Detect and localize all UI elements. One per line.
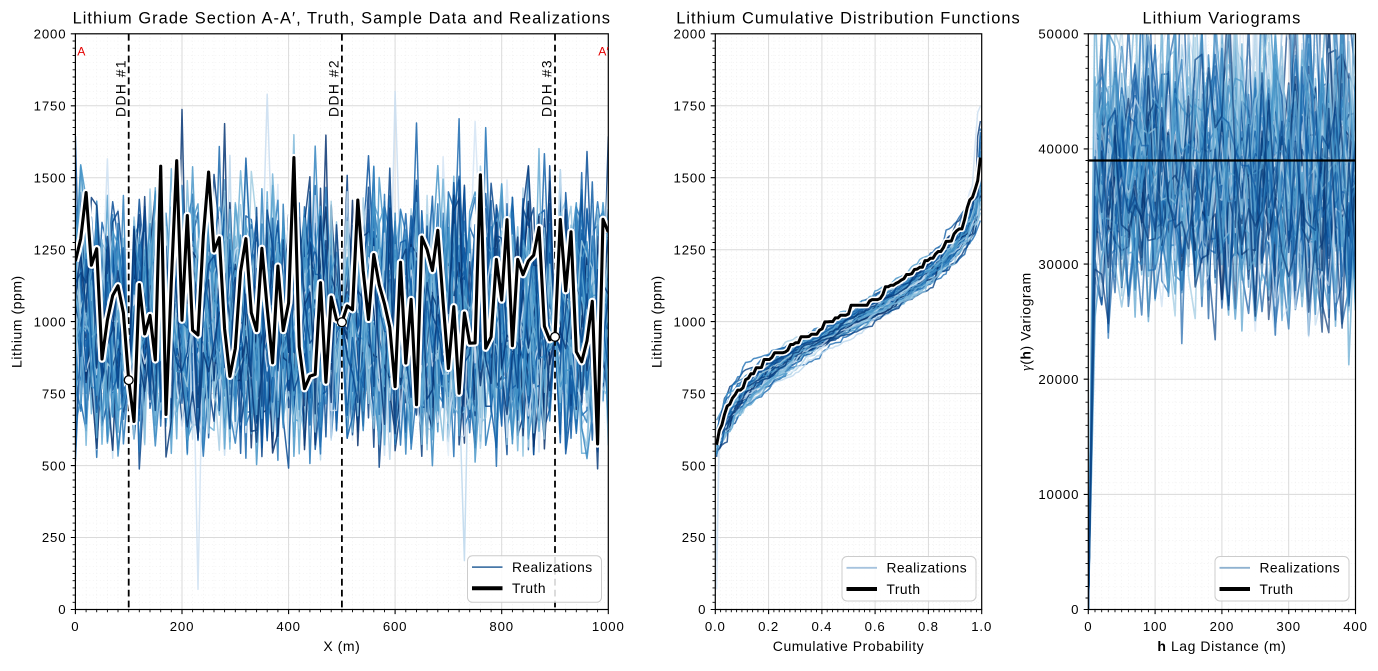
- svg-text:600: 600: [383, 619, 408, 634]
- svg-text:250: 250: [682, 530, 707, 545]
- svg-text:DDH #1: DDH #1: [113, 59, 128, 117]
- svg-text:10000: 10000: [1038, 487, 1079, 502]
- svg-text:200: 200: [1210, 619, 1235, 634]
- svg-text:Lithium Cumulative Distributio: Lithium Cumulative Distribution Function…: [676, 10, 1021, 28]
- svg-text:γ(h) Variogram: γ(h) Variogram: [1017, 272, 1034, 371]
- svg-text:500: 500: [42, 458, 67, 473]
- svg-text:2000: 2000: [674, 27, 707, 42]
- svg-text:DDH #2: DDH #2: [327, 59, 342, 117]
- svg-text:40000: 40000: [1038, 142, 1079, 157]
- svg-text:500: 500: [682, 458, 707, 473]
- svg-text:1500: 1500: [34, 170, 67, 185]
- svg-text:Lithium Grade Section A-A′, Tr: Lithium Grade Section A-A′, Truth, Sampl…: [73, 10, 611, 28]
- svg-text:Truth: Truth: [887, 582, 921, 597]
- svg-text:Cumulative Probability: Cumulative Probability: [773, 638, 924, 654]
- svg-text:0.0: 0.0: [705, 619, 726, 634]
- svg-text:750: 750: [682, 386, 707, 401]
- svg-text:Truth: Truth: [1260, 582, 1294, 597]
- svg-text:0.2: 0.2: [758, 619, 779, 634]
- svg-text:750: 750: [42, 386, 67, 401]
- svg-text:0: 0: [71, 619, 79, 634]
- svg-text:0: 0: [698, 602, 706, 617]
- svg-text:0.4: 0.4: [811, 619, 832, 634]
- svg-text:50000: 50000: [1038, 27, 1079, 42]
- svg-text:1750: 1750: [34, 99, 67, 114]
- svg-text:800: 800: [489, 619, 514, 634]
- svg-text:Realizations: Realizations: [1260, 561, 1341, 576]
- svg-text:Lithium (ppm): Lithium (ppm): [648, 275, 664, 368]
- svg-text:1.0: 1.0: [971, 619, 992, 634]
- svg-text:0.8: 0.8: [918, 619, 939, 634]
- svg-text:1000: 1000: [674, 314, 707, 329]
- svg-text:Lithium Variograms: Lithium Variograms: [1142, 10, 1301, 28]
- svg-text:200: 200: [170, 619, 195, 634]
- svg-text:X (m): X (m): [323, 638, 360, 654]
- svg-text:1000: 1000: [592, 619, 625, 634]
- svg-text:0.6: 0.6: [865, 619, 886, 634]
- svg-text:Realizations: Realizations: [887, 561, 968, 576]
- svg-text:1750: 1750: [674, 99, 707, 114]
- svg-text:0: 0: [58, 602, 66, 617]
- svg-text:Truth: Truth: [512, 581, 546, 596]
- svg-text:1500: 1500: [674, 170, 707, 185]
- svg-text:300: 300: [1276, 619, 1301, 634]
- svg-text:Realizations: Realizations: [512, 560, 593, 575]
- svg-text:250: 250: [42, 530, 67, 545]
- svg-text:30000: 30000: [1038, 257, 1079, 272]
- svg-text:h Lag Distance (m): h Lag Distance (m): [1157, 638, 1286, 654]
- svg-text:A: A: [77, 45, 86, 59]
- svg-text:400: 400: [1343, 619, 1368, 634]
- svg-text:DDH #3: DDH #3: [540, 59, 555, 117]
- svg-text:1000: 1000: [34, 314, 67, 329]
- svg-text:400: 400: [276, 619, 301, 634]
- svg-text:Lithium (ppm): Lithium (ppm): [8, 275, 24, 368]
- svg-text:A′: A′: [598, 45, 609, 59]
- svg-text:2000: 2000: [34, 27, 67, 42]
- svg-text:100: 100: [1143, 619, 1168, 634]
- svg-text:0: 0: [1071, 602, 1079, 617]
- svg-text:20000: 20000: [1038, 372, 1079, 387]
- svg-text:0: 0: [1084, 619, 1092, 634]
- svg-text:1250: 1250: [674, 242, 707, 257]
- svg-text:1250: 1250: [34, 242, 67, 257]
